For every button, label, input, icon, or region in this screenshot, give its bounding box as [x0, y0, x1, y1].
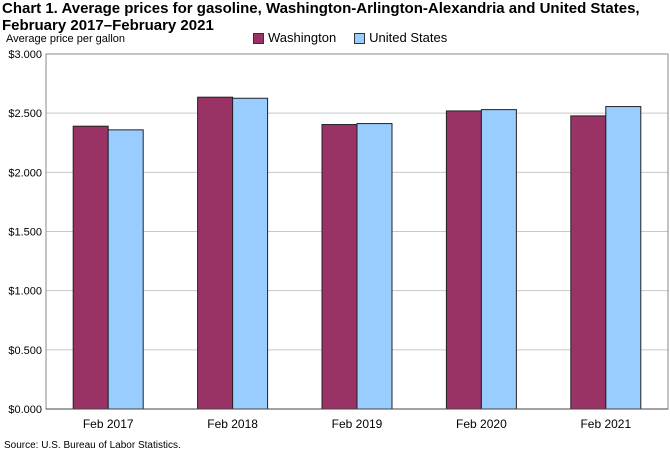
y-tick-label: $2.500 [8, 108, 42, 120]
x-tick-label: Feb 2021 [580, 417, 631, 431]
bar-united-states [605, 106, 642, 410]
bar-united-states [356, 123, 393, 410]
y-tick-label: $2.000 [8, 167, 42, 179]
y-tick-label: $0.500 [8, 345, 42, 357]
legend: Washington United States [253, 30, 447, 45]
legend-swatch [253, 33, 264, 45]
source-note: Source: U.S. Bureau of Labor Statistics. [4, 440, 181, 451]
bar-washington [321, 124, 358, 410]
legend-swatch [354, 33, 366, 45]
y-tick-label: $1.500 [8, 227, 42, 239]
bar-washington [72, 125, 109, 410]
x-tick-label: Feb 2019 [332, 417, 383, 431]
x-tick-label: Feb 2020 [456, 417, 507, 431]
legend-item-washington: Washington [253, 30, 336, 45]
bar-united-states [480, 109, 517, 410]
bar-washington [445, 110, 482, 410]
x-tick-label: Feb 2017 [83, 417, 134, 431]
bar-washington [570, 115, 607, 410]
y-tick-label: $1.000 [8, 286, 42, 298]
bar-united-states [232, 97, 269, 410]
bar-washington [197, 96, 234, 410]
y-tick-label: $3.000 [8, 49, 42, 61]
y-tick-label: $0.000 [8, 404, 42, 416]
y-axis-label: Average price per gallon [6, 33, 126, 45]
bar-united-states [107, 129, 144, 410]
chart-title: Chart 1. Average prices for gasoline, Wa… [2, 0, 640, 34]
legend-label: Washington [268, 30, 337, 45]
x-tick-label: Feb 2018 [207, 417, 258, 431]
legend-item-united-states: United States [354, 30, 447, 45]
legend-label: United States [369, 30, 448, 45]
